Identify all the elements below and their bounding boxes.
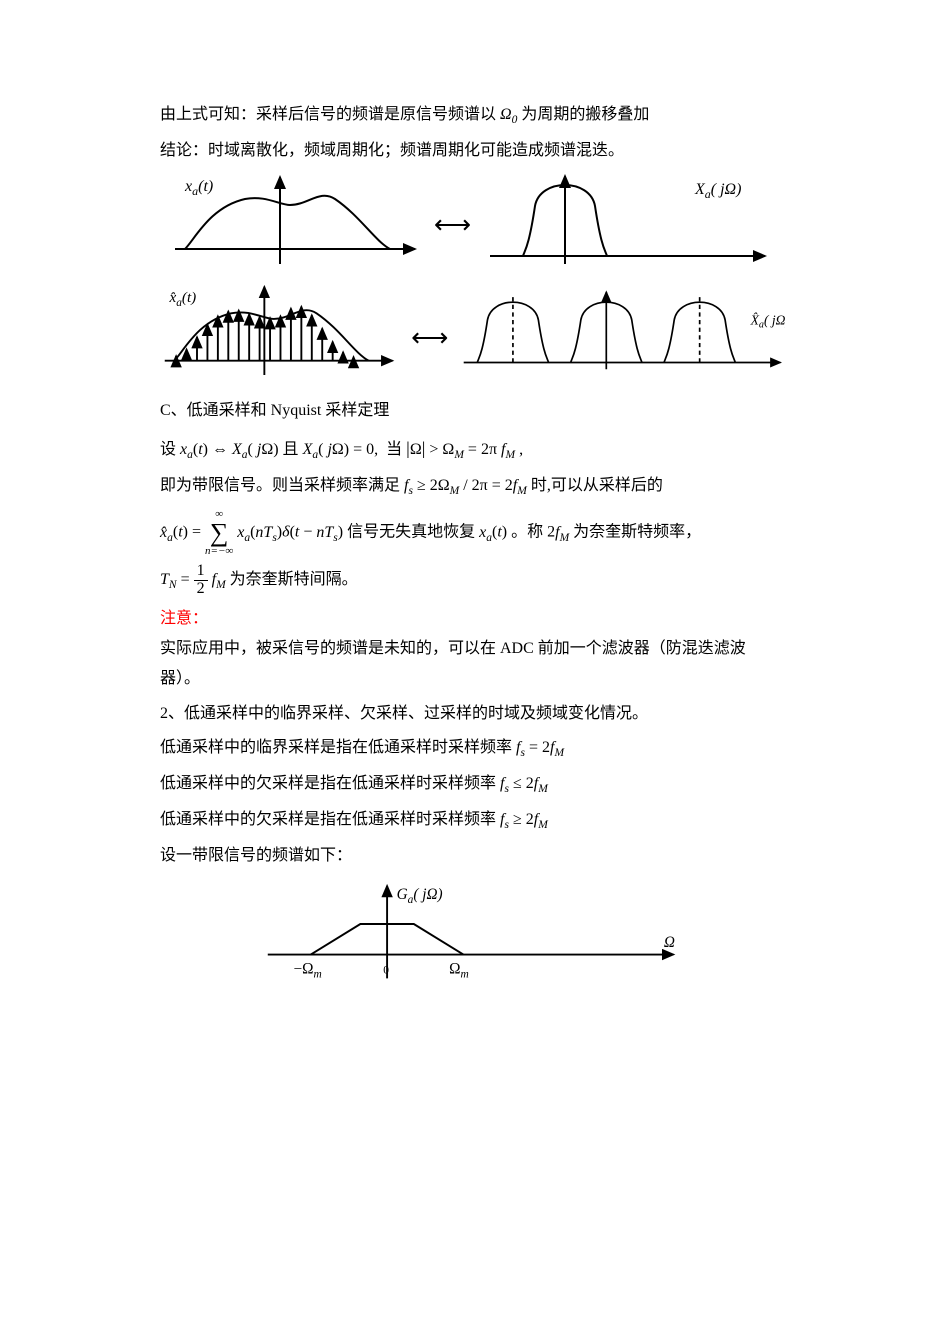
curve-xa <box>185 196 390 249</box>
label-pos-omega-m: Ωm <box>449 960 469 980</box>
plot-xa-t: xa(t) <box>170 174 420 274</box>
plot-xhat-jomega: X̂a( jΩ) <box>462 282 785 392</box>
plot-xhat-t: x̂a(t) <box>160 282 397 392</box>
label-ga: Ga( jΩ) <box>396 886 442 906</box>
plot-ga-jomega: Ga( jΩ) Ω −Ωm 0 Ωm <box>263 880 683 1010</box>
figure-row-sampled: x̂a(t) <box>160 282 785 392</box>
critical-sampling: 低通采样中的临界采样是指在低通采样时采样频率 fs = 2fM <box>160 733 785 765</box>
bidir-arrow-icon: ⟷ <box>411 313 448 362</box>
spectrum-replica-left <box>478 297 549 363</box>
spectrum-replica-right <box>664 297 735 363</box>
note-block: 注意： 实际应用中，被采信号的频谱是未知的，可以在 ADC 前加一个滤波器（防混… <box>160 604 785 695</box>
plot-xa-jomega: Xa( jΩ) <box>485 174 775 274</box>
intro-line-1: 由上式可知：采样后信号的频谱是原信号频谱以 Ω0 为周期的搬移叠加 <box>160 100 785 132</box>
section-c-setup: 设 xa(t) ⇔ Xa( jΩ) 且 Xa( jΩ) = 0, 当 |Ω| >… <box>160 431 785 467</box>
sum-symbol: ∞ ∑ n=−∞ <box>205 509 233 557</box>
label-xa-jomega: Xa( jΩ) <box>694 181 741 201</box>
label-zero: 0 <box>383 964 389 976</box>
section-c-bandlimit: 即为带限信号。则当采样频率满足 fs ≥ 2ΩM / 2π = 2fM 时,可以… <box>160 471 785 503</box>
figure-row-continuous: xa(t) ⟷ Xa( jΩ) <box>160 174 785 274</box>
note-label: 注意： <box>160 610 208 627</box>
under-sampling: 低通采样中的欠采样是指在低通采样时采样频率 fs ≤ 2fM <box>160 769 785 801</box>
label-xhat-jomega: X̂a( jΩ) <box>750 313 785 332</box>
figure-bandlimited-spectrum: Ga( jΩ) Ω −Ωm 0 Ωm <box>160 880 785 1010</box>
over-sampling: 低通采样中的欠采样是指在低通采样时采样频率 fs ≥ 2fM <box>160 805 785 837</box>
label-xa-t: xa(t) <box>184 178 213 198</box>
section-c-title: C、低通采样和 Nyquist 采样定理 <box>160 396 785 426</box>
bidir-arrow-icon: ⟷ <box>434 200 471 249</box>
label-xhat-t: x̂a(t) <box>168 289 196 309</box>
section-2-title: 2、低通采样中的临界采样、欠采样、过采样的时域及频域变化情况。 <box>160 699 785 729</box>
intro-line-2: 结论：时域离散化，频域周期化；频谱周期化可能造成频谱混迭。 <box>160 136 785 166</box>
reconstruction-formula: x̂a(t) = ∞ ∑ n=−∞ xa(nTs)δ(t − nTs) 信号无失… <box>160 509 785 557</box>
label-neg-omega-m: −Ωm <box>293 960 321 980</box>
label-omega-axis: Ω <box>663 934 674 951</box>
nyquist-interval: TN = 1 2 fM 为奈奎斯特间隔。 <box>160 563 785 598</box>
bandlimit-intro: 设一带限信号的频谱如下： <box>160 841 785 871</box>
note-body: 实际应用中，被采信号的频谱是未知的，可以在 ADC 前加一个滤波器（防混迭滤波器… <box>160 640 746 687</box>
envelope-xhat <box>174 311 368 362</box>
document-page: 由上式可知：采样后信号的频谱是原信号频谱以 Ω0 为周期的搬移叠加 结论：时域离… <box>0 0 945 1070</box>
